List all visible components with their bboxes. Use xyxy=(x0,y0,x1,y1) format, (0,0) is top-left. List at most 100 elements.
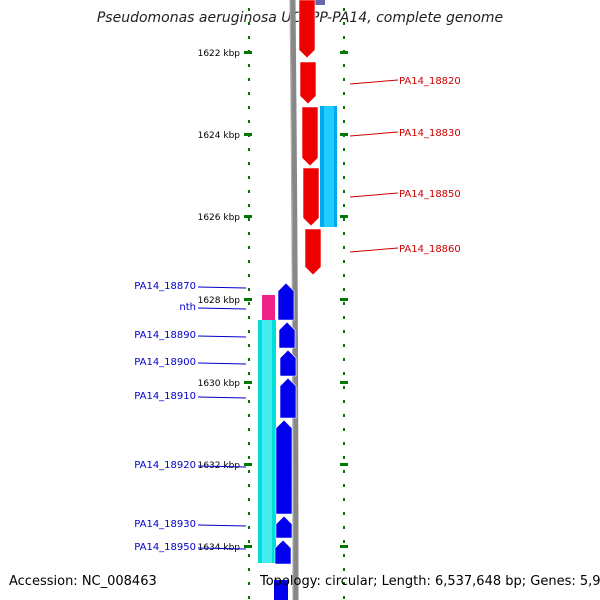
forward-gene-arrow[interactable] xyxy=(299,61,317,105)
scale-dot xyxy=(248,498,250,501)
scale-dot xyxy=(343,8,345,11)
scale-dot xyxy=(343,554,345,557)
reverse-gene-arrow[interactable] xyxy=(274,539,292,565)
forward-gene-arrow[interactable] xyxy=(298,0,316,59)
gene-label[interactable]: nth xyxy=(179,302,196,313)
scale-dot xyxy=(248,582,250,585)
scale-dot xyxy=(343,274,345,277)
gene-leader-line xyxy=(349,192,399,198)
gene-label[interactable]: PA14_18890 xyxy=(134,330,196,341)
gene-label[interactable]: PA14_18900 xyxy=(134,357,196,368)
scale-dot xyxy=(343,106,345,109)
scale-dot xyxy=(248,386,250,389)
reverse-gene-arrow[interactable] xyxy=(274,580,288,600)
scale-dot xyxy=(343,190,345,193)
scale-tick-label: 1628 kbp xyxy=(198,296,241,306)
scale-tick-label: 1630 kbp xyxy=(198,379,241,389)
scale-dot xyxy=(343,148,345,151)
scale-dot xyxy=(248,92,250,95)
accession-label: Accession: NC_008463 xyxy=(9,574,157,589)
scale-dot xyxy=(248,512,250,515)
scale-dot xyxy=(248,540,250,543)
scale-dot xyxy=(248,470,250,473)
misc-feature-bar[interactable] xyxy=(262,295,275,320)
scale-tick xyxy=(244,545,252,548)
forward-gene-arrow[interactable] xyxy=(301,106,319,167)
scale-dot xyxy=(343,92,345,95)
scale-dot xyxy=(343,36,345,39)
scale-dot xyxy=(343,498,345,501)
scale-dot xyxy=(343,260,345,263)
gene-label[interactable]: PA14_18870 xyxy=(134,281,196,292)
gene-leader-line xyxy=(197,362,247,365)
reverse-gene-arrow[interactable] xyxy=(278,321,296,349)
gene-label[interactable]: PA14_18910 xyxy=(134,391,196,402)
gene-label[interactable]: PA14_18820 xyxy=(399,76,461,87)
scale-tick xyxy=(244,133,252,136)
forward-gene-arrow[interactable] xyxy=(304,228,322,276)
scale-dot xyxy=(343,358,345,361)
scale-dot xyxy=(343,120,345,123)
scale-dot xyxy=(343,414,345,417)
scale-dot xyxy=(343,204,345,207)
forward-gene-arrow[interactable] xyxy=(302,167,320,227)
scale-dot xyxy=(343,470,345,473)
scale-dot xyxy=(248,330,250,333)
scale-dot xyxy=(343,442,345,445)
scale-dot xyxy=(248,22,250,25)
scale-dot xyxy=(343,232,345,235)
scale-dot xyxy=(248,204,250,207)
scale-dot xyxy=(343,218,345,221)
scale-dot xyxy=(343,540,345,543)
reverse-gene-arrow[interactable] xyxy=(279,349,297,377)
reverse-gene-arrow[interactable] xyxy=(279,377,297,419)
gene-label[interactable]: PA14_18950 xyxy=(134,542,196,553)
scale-dot xyxy=(343,162,345,165)
scale-dot xyxy=(248,148,250,151)
reverse-rna-bar[interactable] xyxy=(262,320,272,563)
scale-dot xyxy=(248,316,250,319)
scale-tick xyxy=(244,381,252,384)
scale-dot xyxy=(248,442,250,445)
scale-tick xyxy=(244,463,252,466)
scale-dot xyxy=(343,330,345,333)
scale-dot xyxy=(248,36,250,39)
scale-dot xyxy=(248,456,250,459)
scale-dot xyxy=(248,526,250,529)
reverse-gene-arrow[interactable] xyxy=(275,419,293,515)
gene-label[interactable]: PA14_18830 xyxy=(399,128,461,139)
scale-dot xyxy=(343,316,345,319)
scale-dot xyxy=(248,596,250,599)
gene-label[interactable]: PA14_18850 xyxy=(399,189,461,200)
scale-dot xyxy=(248,260,250,263)
gene-label[interactable]: PA14_18920 xyxy=(134,460,196,471)
scale-dot xyxy=(343,526,345,529)
scale-dot xyxy=(248,344,250,347)
reverse-gene-arrow[interactable] xyxy=(275,515,293,539)
reverse-gene-arrow[interactable] xyxy=(277,282,295,321)
gene-label[interactable]: PA14_18860 xyxy=(399,244,461,255)
scale-dot xyxy=(248,400,250,403)
scale-dot xyxy=(248,568,250,571)
gene-label[interactable]: PA14_18930 xyxy=(134,519,196,530)
scale-tick xyxy=(340,51,348,54)
scale-dot xyxy=(248,120,250,123)
scale-dot xyxy=(248,64,250,67)
scale-dot xyxy=(248,106,250,109)
scale-tick xyxy=(340,133,348,136)
scale-dot xyxy=(343,288,345,291)
gene-leader-line xyxy=(349,247,399,253)
scale-dot xyxy=(248,218,250,221)
scale-tick-label: 1624 kbp xyxy=(198,131,241,141)
forward-gene-arrow[interactable] xyxy=(315,0,325,5)
forward-rna-bar[interactable] xyxy=(324,106,334,227)
scale-dot xyxy=(343,582,345,585)
scale-dot xyxy=(248,246,250,249)
scale-dot xyxy=(343,302,345,305)
scale-dot xyxy=(248,8,250,11)
scale-dot xyxy=(343,596,345,599)
scale-dot xyxy=(343,400,345,403)
scale-tick-label: 1622 kbp xyxy=(198,49,241,59)
scale-tick xyxy=(244,298,252,301)
scale-tick-label: 1626 kbp xyxy=(198,213,241,223)
